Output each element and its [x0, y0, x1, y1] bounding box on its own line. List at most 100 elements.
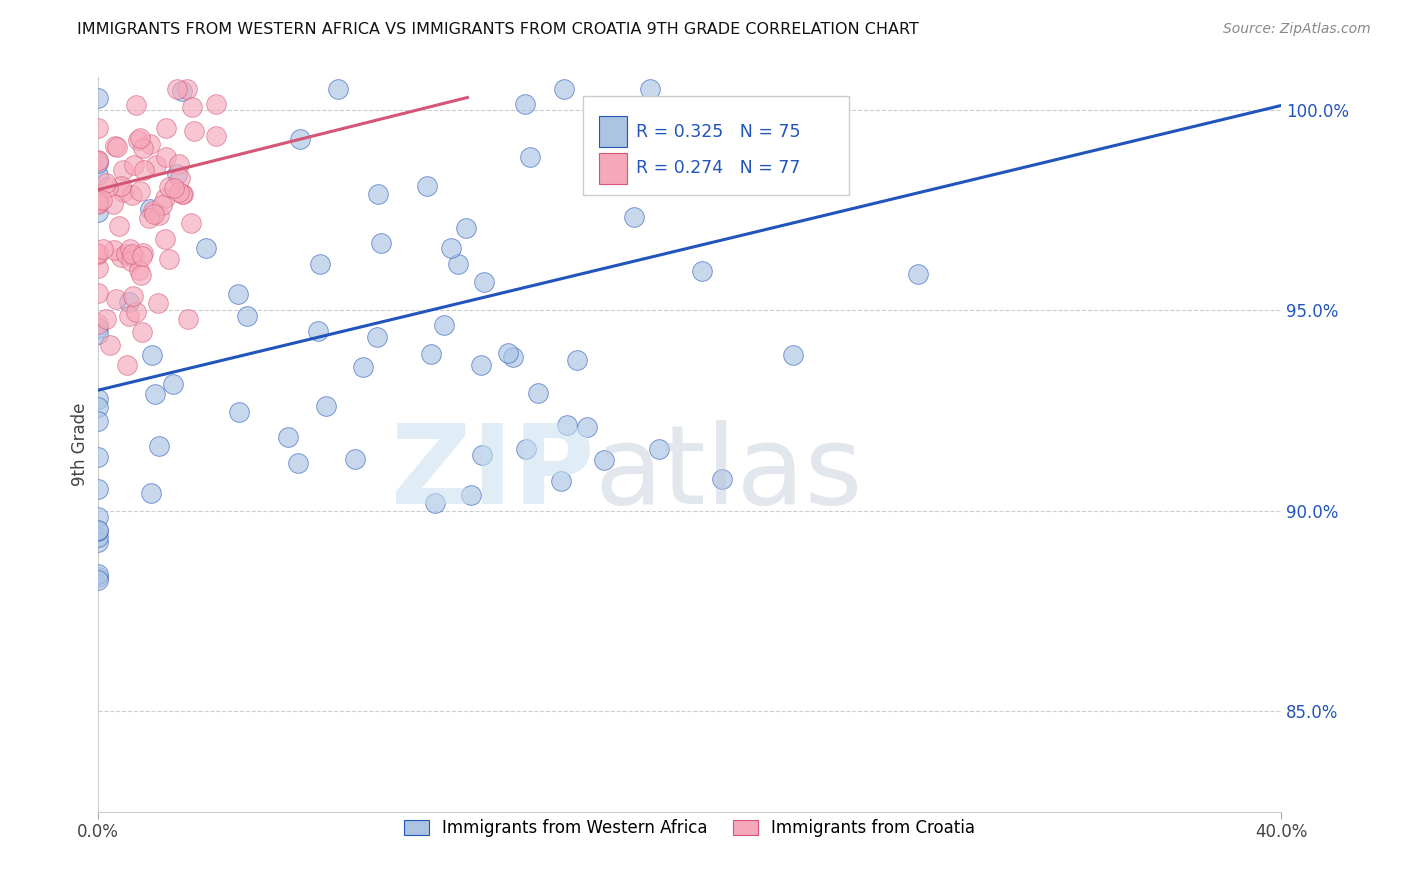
Point	[111, 162, 134, 177]
Point	[138, 137, 160, 152]
Point	[367, 186, 389, 201]
Point	[86, 317, 108, 331]
Point	[288, 132, 311, 146]
Point	[228, 405, 250, 419]
Point	[86, 154, 108, 169]
Point	[638, 82, 661, 96]
Point	[170, 84, 193, 98]
Point	[169, 171, 191, 186]
Point	[128, 185, 150, 199]
Point	[86, 153, 108, 167]
Text: Source: ZipAtlas.com: Source: ZipAtlas.com	[1223, 22, 1371, 37]
Point	[180, 216, 202, 230]
Point	[153, 232, 176, 246]
Point	[167, 157, 190, 171]
Point	[153, 191, 176, 205]
Point	[647, 442, 669, 457]
FancyBboxPatch shape	[582, 95, 849, 194]
Text: ZIP: ZIP	[391, 420, 595, 527]
Point	[142, 204, 165, 219]
Point	[167, 185, 190, 199]
Point	[352, 359, 374, 374]
Point	[150, 197, 173, 211]
Point	[86, 483, 108, 497]
Point	[86, 245, 108, 260]
Point	[86, 524, 108, 539]
Point	[195, 241, 218, 255]
Point	[122, 158, 145, 172]
Point	[118, 309, 141, 323]
Point	[204, 128, 226, 143]
Point	[782, 348, 804, 362]
Point	[94, 312, 117, 326]
Point	[471, 449, 494, 463]
Point	[143, 386, 166, 401]
Point	[108, 219, 131, 233]
Point	[157, 252, 180, 266]
Point	[470, 358, 492, 372]
Point	[425, 495, 447, 509]
Point	[575, 420, 598, 434]
Point	[86, 530, 108, 544]
Point	[122, 289, 145, 303]
Point	[120, 254, 142, 268]
Point	[162, 376, 184, 391]
Point	[139, 486, 162, 500]
Point	[110, 250, 132, 264]
Point	[155, 121, 177, 136]
Point	[366, 330, 388, 344]
Point	[148, 208, 170, 222]
Point	[157, 180, 180, 194]
Point	[287, 456, 309, 470]
Text: IMMIGRANTS FROM WESTERN AFRICA VS IMMIGRANTS FROM CROATIA 9TH GRADE CORRELATION : IMMIGRANTS FROM WESTERN AFRICA VS IMMIGR…	[77, 22, 920, 37]
Legend: Immigrants from Western Africa, Immigrants from Croatia: Immigrants from Western Africa, Immigran…	[396, 813, 981, 844]
Point	[91, 242, 114, 256]
Y-axis label: 9th Grade: 9th Grade	[72, 403, 89, 486]
Point	[567, 352, 589, 367]
Point	[86, 285, 108, 300]
Point	[519, 150, 541, 164]
Point	[550, 475, 572, 489]
Point	[105, 292, 128, 306]
Point	[86, 197, 108, 211]
Point	[205, 97, 228, 112]
Point	[86, 120, 108, 135]
Point	[86, 535, 108, 549]
Point	[103, 243, 125, 257]
Point	[139, 202, 162, 216]
Text: R = 0.325   N = 75: R = 0.325 N = 75	[636, 123, 800, 141]
Point	[315, 399, 337, 413]
Point	[125, 305, 148, 319]
Point	[177, 312, 200, 326]
Point	[127, 133, 149, 147]
Point	[692, 264, 714, 278]
Point	[97, 180, 120, 194]
Point	[86, 573, 108, 587]
Point	[86, 392, 108, 407]
Point	[138, 211, 160, 226]
Point	[94, 176, 117, 190]
Point	[146, 295, 169, 310]
Point	[496, 345, 519, 359]
Point	[172, 187, 194, 202]
Point	[86, 523, 108, 537]
Point	[86, 327, 108, 342]
Point	[420, 347, 443, 361]
Point	[105, 140, 128, 154]
Point	[308, 257, 330, 271]
Point	[447, 257, 470, 271]
Point	[121, 246, 143, 260]
Point	[907, 267, 929, 281]
Point	[454, 221, 477, 235]
Point	[553, 82, 575, 96]
Point	[163, 180, 186, 194]
Point	[527, 386, 550, 401]
Point	[145, 158, 167, 172]
Point	[101, 197, 124, 211]
Point	[129, 130, 152, 145]
Point	[132, 141, 155, 155]
Point	[90, 193, 112, 207]
Point	[170, 186, 193, 201]
Point	[118, 295, 141, 310]
Point	[86, 400, 108, 414]
